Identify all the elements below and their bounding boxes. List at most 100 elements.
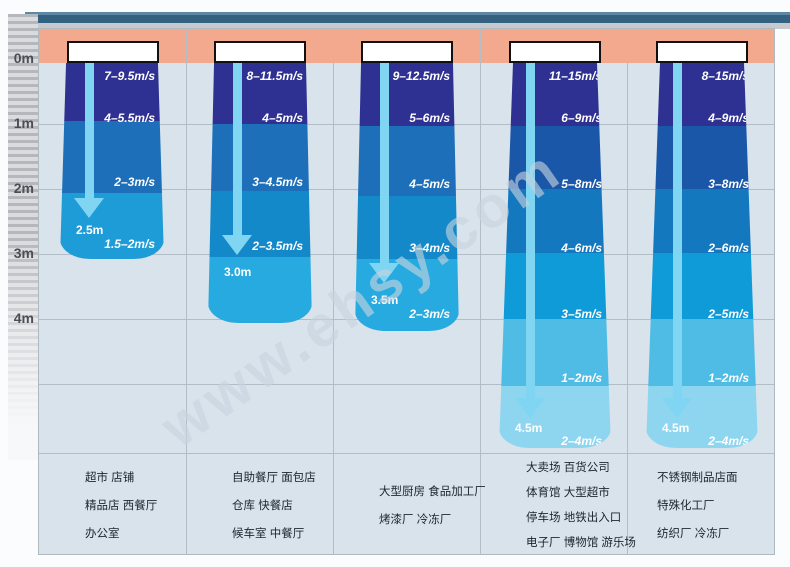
jet-column-4: 11–15m/s 6–9m/s 5–8m/s 4–6m/s 3–5m/s 1–2… bbox=[499, 63, 611, 448]
velocity-band bbox=[499, 189, 611, 253]
velocity-band bbox=[355, 126, 459, 196]
application-label: 仓库 快餐店 bbox=[232, 499, 293, 512]
velocity-band bbox=[499, 319, 611, 386]
velocity-label: 8–11.5m/s bbox=[246, 69, 304, 83]
application-label: 大卖场 百货公司 bbox=[526, 462, 610, 474]
column-divider bbox=[186, 29, 187, 554]
velocity-label: 2–3m/s bbox=[114, 175, 155, 189]
application-label: 不锈钢制品店面 bbox=[657, 471, 738, 484]
application-label: 体育馆 大型超市 bbox=[526, 487, 610, 499]
reach-depth-label: 4.5m bbox=[662, 421, 690, 435]
jet-column-2: 8–11.5m/s 4–5m/s 3–4.5m/s 2–3.5m/s 3.0m bbox=[208, 63, 312, 323]
air-curtain-unit bbox=[67, 41, 159, 63]
depth-tick-0m: 0m bbox=[13, 50, 34, 66]
velocity-label: 2–3.5m/s bbox=[252, 239, 303, 253]
velocity-band bbox=[499, 63, 611, 126]
depth-tick-1m: 1m bbox=[13, 115, 34, 131]
velocity-label: 4–5m/s bbox=[262, 111, 303, 125]
velocity-label: 7–9.5m/s bbox=[104, 69, 155, 83]
velocity-band bbox=[646, 253, 758, 319]
air-curtain-unit bbox=[361, 41, 453, 63]
velocity-label: 6–9m/s bbox=[561, 111, 602, 125]
velocity-label: 2–5m/s bbox=[708, 307, 749, 321]
applications-cell-3: 大型厨房 食品加工厂 烤漆厂 冷冻厂 bbox=[333, 454, 486, 555]
velocity-label: 4–5m/s bbox=[409, 177, 450, 191]
top-accent-bar bbox=[25, 12, 790, 23]
velocity-band bbox=[60, 63, 164, 121]
velocity-label: 5–8m/s bbox=[561, 177, 602, 191]
depth-tick-2m: 2m bbox=[13, 180, 34, 196]
column-divider bbox=[627, 29, 628, 554]
column-divider bbox=[333, 29, 334, 554]
velocity-label: 1–2m/s bbox=[708, 371, 749, 385]
depth-tick-4m: 4m bbox=[13, 310, 34, 326]
top-gray-strip bbox=[25, 23, 790, 29]
air-curtain-unit bbox=[509, 41, 601, 63]
velocity-band bbox=[499, 126, 611, 189]
reach-depth-label: 2.5m bbox=[76, 223, 104, 237]
application-label: 特殊化工厂 bbox=[657, 499, 715, 512]
jet-column-5: 8–15m/s 4–9m/s 3–8m/s 2–6m/s 2–5m/s 1–2m… bbox=[646, 63, 758, 448]
application-label: 超市 店铺 bbox=[85, 471, 135, 484]
jet-column-1: 7–9.5m/s 4–5.5m/s 2–3m/s 1.5–2m/s 2.5m bbox=[60, 63, 164, 259]
application-label: 自助餐厅 面包店 bbox=[232, 471, 316, 484]
velocity-label: 3–5m/s bbox=[561, 307, 602, 321]
velocity-band bbox=[208, 124, 312, 191]
applications-cell-2: 自助餐厅 面包店 仓库 快餐店 候车室 中餐厅 bbox=[186, 454, 333, 555]
depth-ruler bbox=[8, 14, 38, 460]
velocity-band bbox=[646, 126, 758, 189]
velocity-band bbox=[646, 319, 758, 386]
velocity-band bbox=[355, 63, 459, 126]
application-label: 办公室 bbox=[85, 527, 120, 540]
jet-column-3: 9–12.5m/s 5–6m/s 4–5m/s 3–4m/s 2–3m/s 3.… bbox=[355, 63, 459, 331]
application-label: 候车室 中餐厅 bbox=[232, 527, 305, 540]
airflow-arrow-icon bbox=[369, 63, 400, 283]
reach-depth-label: 4.5m bbox=[515, 421, 543, 435]
velocity-band bbox=[355, 196, 459, 259]
reach-depth-label: 3.0m bbox=[224, 265, 252, 279]
velocity-label: 5–6m/s bbox=[409, 111, 450, 125]
velocity-band bbox=[646, 189, 758, 253]
airflow-arrow-icon bbox=[515, 63, 546, 418]
velocity-label: 1–2m/s bbox=[561, 371, 602, 385]
velocity-label: 9–12.5m/s bbox=[392, 69, 450, 83]
application-label: 停车场 地铁出入口 bbox=[526, 512, 622, 524]
application-label: 电子厂 博物馆 游乐场 bbox=[526, 537, 636, 549]
velocity-band bbox=[208, 63, 312, 124]
applications-cell-4: 大卖场 百货公司 体育馆 大型超市 停车场 地铁出入口 电子厂 博物馆 游乐场 bbox=[480, 454, 636, 555]
velocity-label: 3–4m/s bbox=[409, 241, 450, 255]
depth-tick-3m: 3m bbox=[13, 245, 34, 261]
airflow-arrow-icon bbox=[74, 63, 105, 218]
velocity-band bbox=[208, 257, 312, 323]
application-label: 烤漆厂 冷冻厂 bbox=[379, 513, 452, 526]
velocity-label: 2–4m/s bbox=[708, 434, 749, 448]
air-curtain-unit bbox=[214, 41, 306, 63]
application-label: 精品店 西餐厅 bbox=[85, 499, 158, 512]
applications-cell-5: 不锈钢制品店面 特殊化工厂 纺织厂 冷冻厂 bbox=[627, 454, 774, 555]
velocity-band bbox=[60, 121, 164, 193]
velocity-band bbox=[499, 253, 611, 319]
airflow-arrow-icon bbox=[662, 63, 693, 418]
applications-cell-1: 超市 店铺 精品店 西餐厅 办公室 bbox=[39, 454, 186, 555]
application-label: 纺织厂 冷冻厂 bbox=[657, 527, 730, 540]
applications-row: 超市 店铺 精品店 西餐厅 办公室 自助餐厅 面包店 仓库 快餐店 候车室 中餐… bbox=[39, 453, 774, 555]
chart-area: 7–9.5m/s 4–5.5m/s 2–3m/s 1.5–2m/s 2.5m 8… bbox=[38, 28, 775, 555]
velocity-label: 2–4m/s bbox=[561, 434, 602, 448]
velocity-label: 11–15m/s bbox=[548, 69, 602, 83]
velocity-label: 4–9m/s bbox=[708, 111, 749, 125]
velocity-label: 1.5–2m/s bbox=[104, 237, 155, 251]
velocity-label: 2–3m/s bbox=[409, 307, 450, 321]
velocity-label: 4–5.5m/s bbox=[104, 111, 155, 125]
velocity-label: 8–15m/s bbox=[701, 69, 749, 83]
velocity-label: 3–8m/s bbox=[708, 177, 749, 191]
application-label: 大型厨房 食品加工厂 bbox=[379, 485, 486, 498]
velocity-label: 2–6m/s bbox=[708, 241, 749, 255]
velocity-label: 4–6m/s bbox=[561, 241, 602, 255]
velocity-label: 3–4.5m/s bbox=[252, 175, 303, 189]
gridline-5m bbox=[39, 384, 774, 385]
air-curtain-unit bbox=[656, 41, 748, 63]
airflow-arrow-icon bbox=[222, 63, 253, 255]
column-divider bbox=[480, 29, 481, 554]
reach-depth-label: 3.5m bbox=[371, 293, 399, 307]
